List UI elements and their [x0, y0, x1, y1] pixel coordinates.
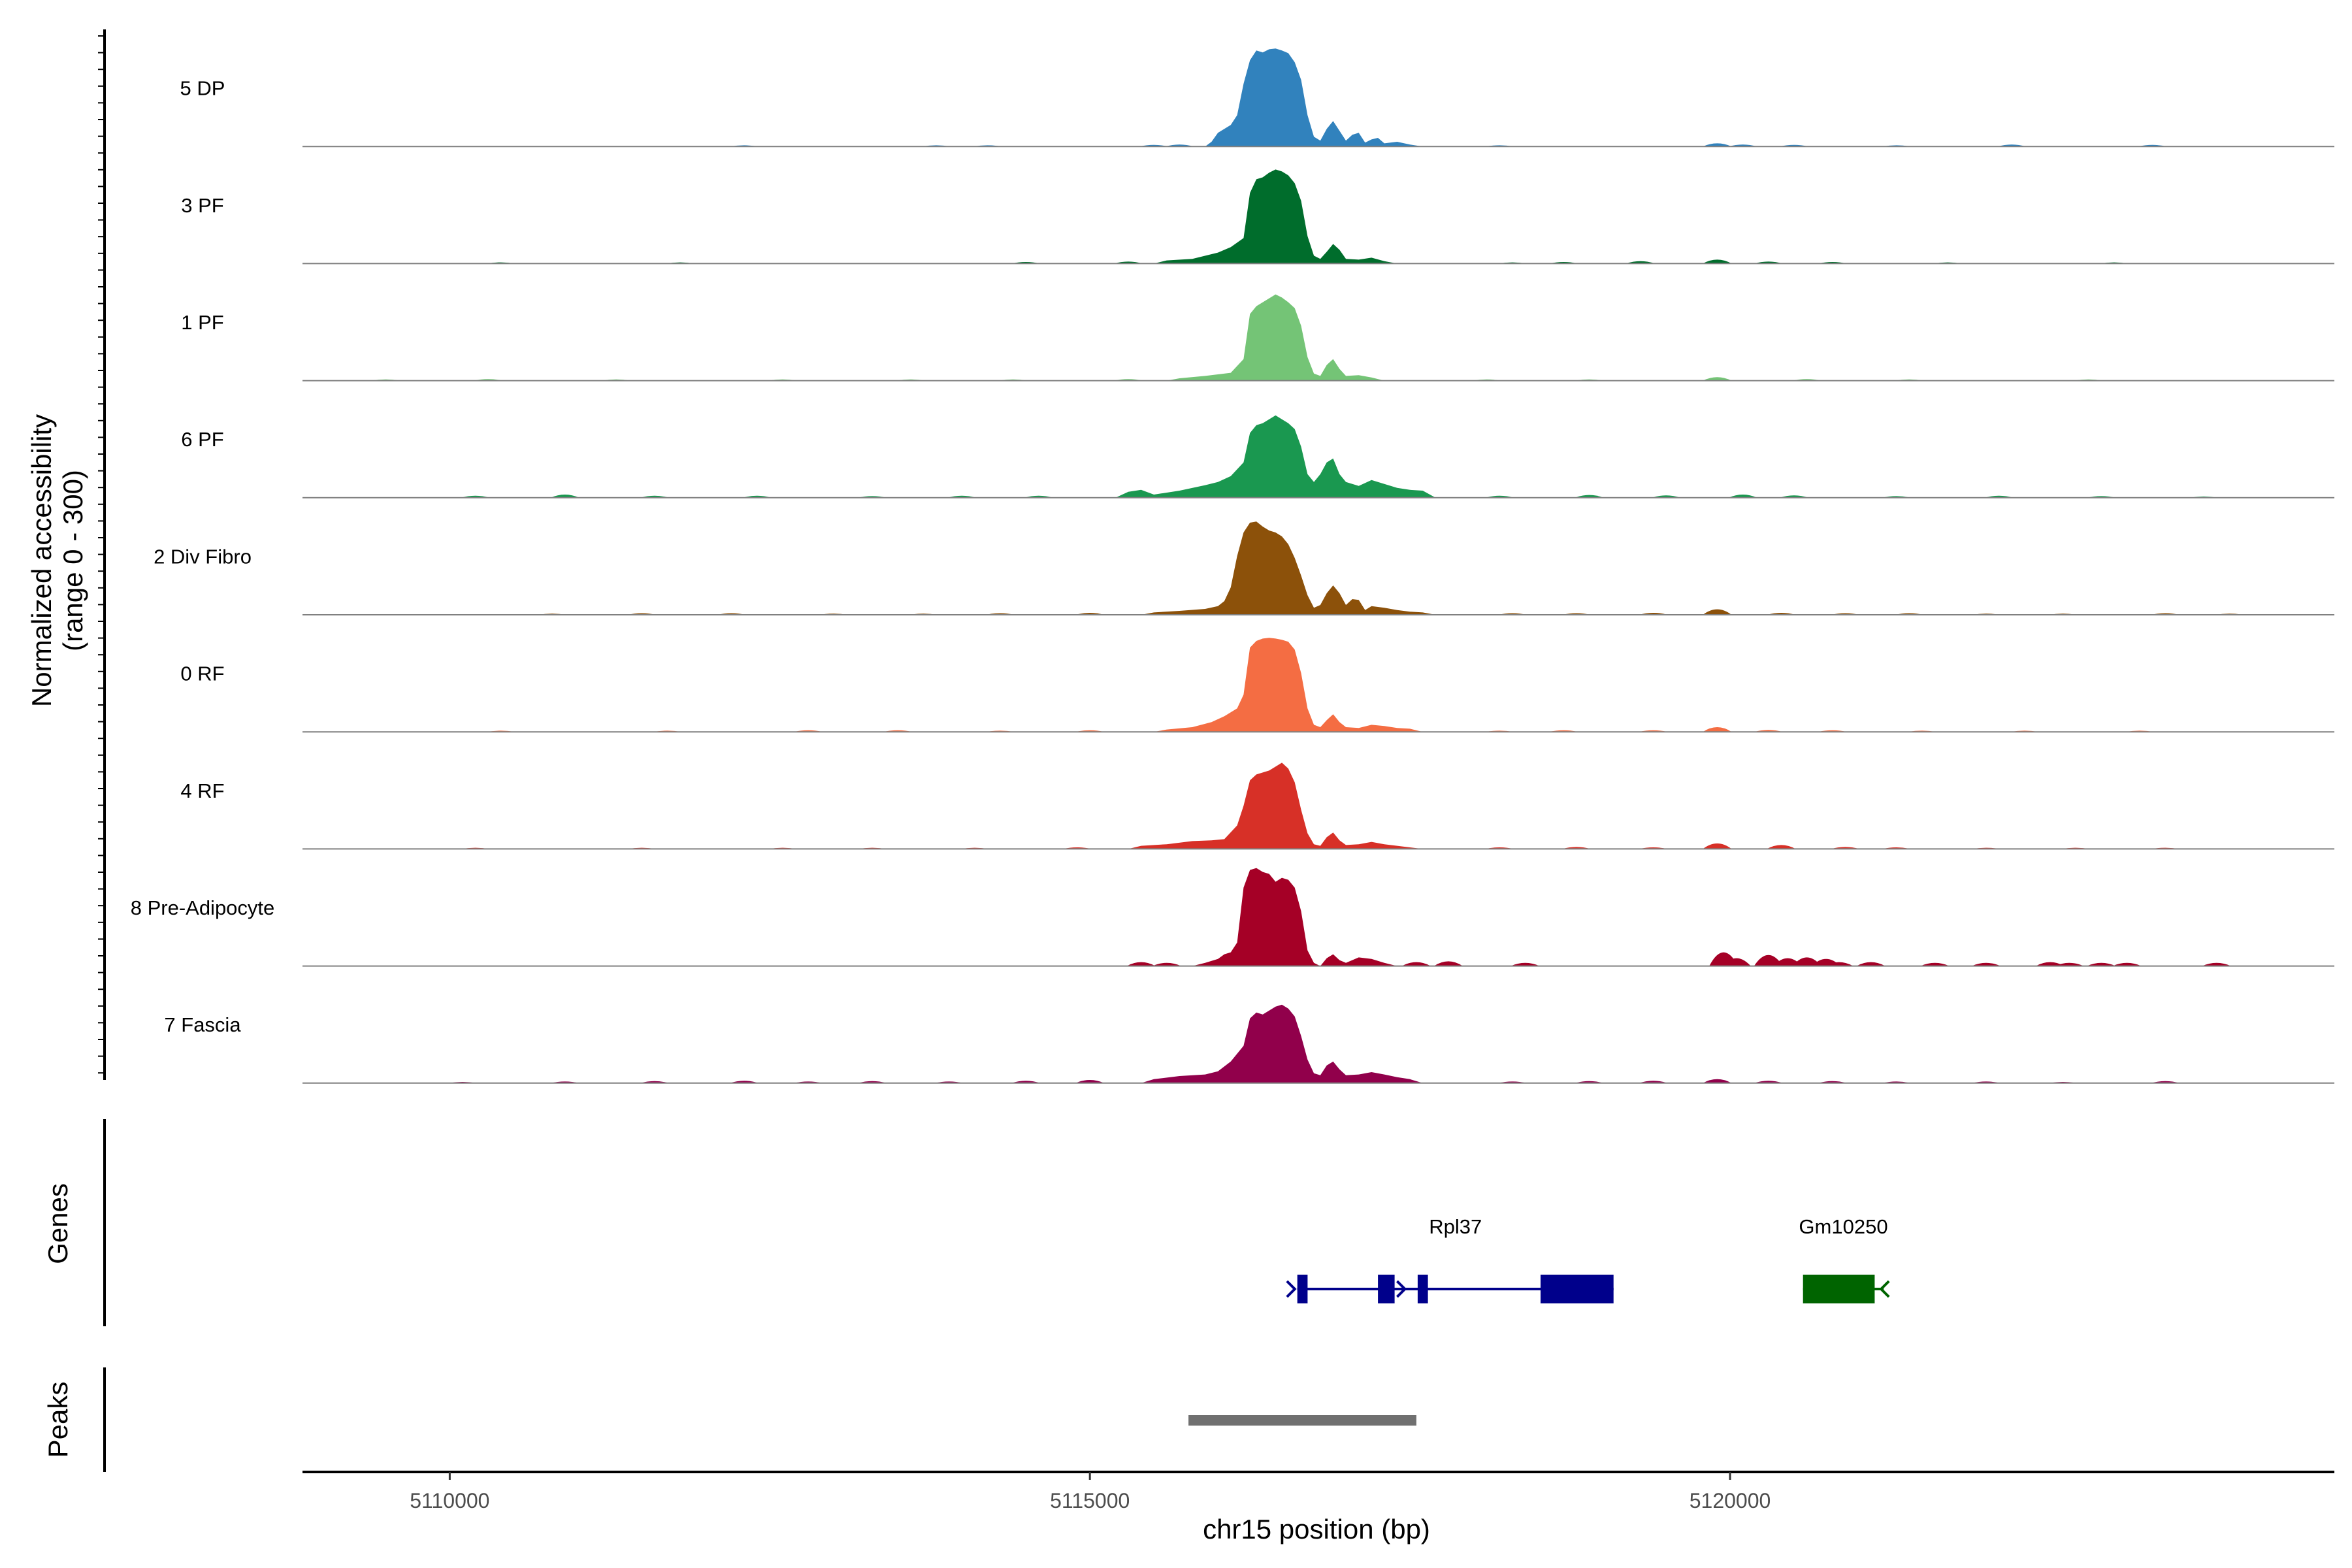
- gene-label-gm10250: Gm10250: [1799, 1215, 1887, 1238]
- genes-panel-title: Genes: [42, 1183, 73, 1264]
- gene-annotations: Rpl37 Gm10250: [1286, 1215, 1890, 1303]
- gene-exon-gm10250: [1803, 1275, 1875, 1303]
- track-labels: 5 DP 3 PF 1 PF 6 PF 2 Div Fibro 0 RF 4 RF 8 Pre…: [131, 77, 275, 1037]
- strand-arrow-icon: [1879, 1280, 1890, 1298]
- track-3-pf: [302, 169, 2334, 265]
- track-8-pre-adipocyte: [302, 868, 2334, 967]
- coverage-bump-4-rf: [1767, 845, 1796, 849]
- coverage-bump-7-fascia: [1075, 1080, 1105, 1083]
- track-label-4-rf: 4 RF: [180, 779, 224, 802]
- x-axis-tick-label: 5120000: [1690, 1489, 1771, 1512]
- coverage-bump-8-pre-adipocyte: [2087, 962, 2116, 966]
- coverage-peak-5-dp: [1205, 48, 1423, 147]
- coverage-bump-8-pre-adipocyte: [1722, 958, 1751, 966]
- coverage-bump-3-pf: [1703, 259, 1732, 264]
- coverage-bump-8-pre-adipocyte: [1920, 962, 1950, 966]
- track-label-2-div-fibro: 2 Div Fibro: [154, 545, 252, 568]
- coverage-bump-1-pf: [1703, 377, 1732, 381]
- peak-region: [1188, 1415, 1416, 1426]
- track-label-6-pf: 6 PF: [181, 428, 223, 451]
- gene-rpl37: Rpl37: [1286, 1215, 1614, 1303]
- y-axis-title: Normalized accessibility: [26, 414, 57, 707]
- coverage-bump-4-rf: [1703, 843, 1732, 849]
- coverage-bump-8-pre-adipocyte: [2055, 962, 2084, 966]
- track-label-7-fascia: 7 Fascia: [164, 1013, 241, 1036]
- accessibility-y-axis: [98, 29, 106, 1080]
- x-axis-tick-label: 5110000: [410, 1489, 489, 1512]
- track-label-0-rf: 0 RF: [180, 662, 224, 685]
- coverage-bump-8-pre-adipocyte: [2112, 962, 2142, 966]
- coverage-bump-8-pre-adipocyte: [1152, 962, 1181, 966]
- gene-exon-rpl37: [1541, 1275, 1614, 1303]
- coverage-bump-7-fascia: [1703, 1079, 1732, 1083]
- coverage-bump-8-pre-adipocyte: [1792, 957, 1821, 966]
- peak-annotations: [1188, 1415, 1416, 1426]
- coverage-bump-8-pre-adipocyte: [1754, 955, 1783, 966]
- coverage-peak-8-pre-adipocyte: [1192, 868, 1397, 966]
- coverage-bump-8-pre-adipocyte: [1824, 962, 1854, 966]
- track-6-pf: [302, 415, 2334, 498]
- coverage-peak-4-rf: [1128, 762, 1423, 849]
- coverage-peak-7-fascia: [1141, 1004, 1423, 1083]
- coverage-bump-6-pf: [1728, 495, 1757, 498]
- track-0-rf: [302, 638, 2334, 733]
- coverage-bump-6-pf: [550, 495, 580, 498]
- coverage-bump-5-dp: [1703, 143, 1732, 147]
- x-axis-tick-label: 5115000: [1050, 1489, 1130, 1512]
- coverage-peak-2-div-fibro: [1141, 521, 1436, 615]
- coverage-bump-6-pf: [1575, 495, 1604, 498]
- coverage-bump-8-pre-adipocyte: [1511, 962, 1540, 966]
- coverage-peak-6-pf: [1115, 415, 1436, 498]
- coverage-bump-0-rf: [1703, 727, 1732, 732]
- strand-arrow-icon: [1396, 1280, 1407, 1298]
- track-1-pf: [302, 294, 2334, 382]
- x-axis-ticks: 5110000 5115000 5120000: [410, 1472, 1771, 1512]
- track-2-div-fibro: [302, 521, 2334, 615]
- gene-label-rpl37: Rpl37: [1429, 1215, 1482, 1238]
- gene-gm10250: Gm10250: [1799, 1215, 1890, 1303]
- coverage-bump-8-pre-adipocyte: [1401, 962, 1431, 966]
- coverage-bump-8-pre-adipocyte: [2036, 962, 2065, 966]
- y-axis-range-subtitle: (range 0 - 300): [57, 470, 88, 651]
- coverage-bump-8-pre-adipocyte: [1433, 961, 1463, 966]
- coverage-tracks: [302, 48, 2334, 1084]
- coverage-peak-0-rf: [1154, 638, 1423, 732]
- y-axis-minor-ticks: [98, 35, 105, 1074]
- coverage-peak-1-pf: [1166, 294, 1384, 381]
- coverage-bump-8-pre-adipocyte: [1972, 962, 2001, 966]
- track-label-8-pre-adipocyte: 8 Pre-Adipocyte: [131, 896, 275, 919]
- x-axis-title: chr15 position (bp): [1203, 1514, 1430, 1544]
- peaks-panel-title: Peaks: [42, 1382, 73, 1458]
- coverage-peak-3-pf: [1154, 169, 1397, 264]
- coverage-bump-8-pre-adipocyte: [2202, 962, 2231, 966]
- coverage-bump-8-pre-adipocyte: [1126, 962, 1156, 966]
- coverage-bump-2-div-fibro: [1703, 609, 1732, 615]
- gene-exon-rpl37: [1378, 1275, 1395, 1303]
- track-7-fascia: [302, 1004, 2334, 1084]
- track-4-rf: [302, 762, 2334, 850]
- coverage-bump-8-pre-adipocyte: [1856, 962, 1886, 966]
- track-label-3-pf: 3 PF: [181, 194, 223, 217]
- track-label-5-dp: 5 DP: [180, 77, 225, 100]
- track-label-1-pf: 1 PF: [181, 311, 223, 334]
- track-5-dp: [302, 48, 2334, 148]
- strand-arrow-icon: [1286, 1280, 1297, 1298]
- gene-exon-rpl37: [1417, 1275, 1428, 1303]
- gene-exon-rpl37: [1297, 1275, 1308, 1303]
